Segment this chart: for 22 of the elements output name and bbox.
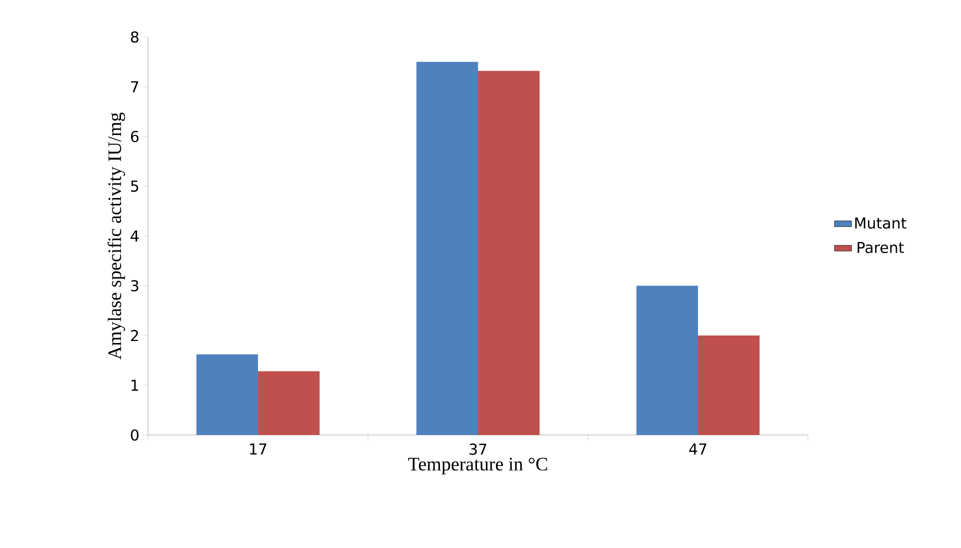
y-tick-label: 3 <box>131 280 138 292</box>
y-tick-label: 5 <box>131 180 138 192</box>
legend-label: Mutant <box>855 218 906 229</box>
y-tick-label: 2 <box>131 330 138 342</box>
y-axis-title: Amylase specific activity IU/mg <box>108 112 126 360</box>
bar <box>258 371 320 435</box>
bar <box>636 286 698 435</box>
bar <box>478 70 540 435</box>
x-tick-label: 37 <box>470 444 486 455</box>
y-tick-label: 8 <box>130 31 138 43</box>
legend-label: Parent <box>858 242 904 254</box>
y-tick-label: 4 <box>130 230 139 242</box>
bar <box>416 62 478 435</box>
x-tick-label: 47 <box>689 444 706 454</box>
y-tick-label: 0 <box>130 429 138 441</box>
bar <box>698 335 760 435</box>
bar <box>196 354 258 435</box>
x-tick-label: 17 <box>250 444 266 454</box>
y-tick-label: 1 <box>132 380 138 391</box>
y-tick-label: 7 <box>131 81 138 92</box>
x-axis-title: Temperature in °C <box>408 458 548 474</box>
y-tick-label: 6 <box>130 130 139 142</box>
